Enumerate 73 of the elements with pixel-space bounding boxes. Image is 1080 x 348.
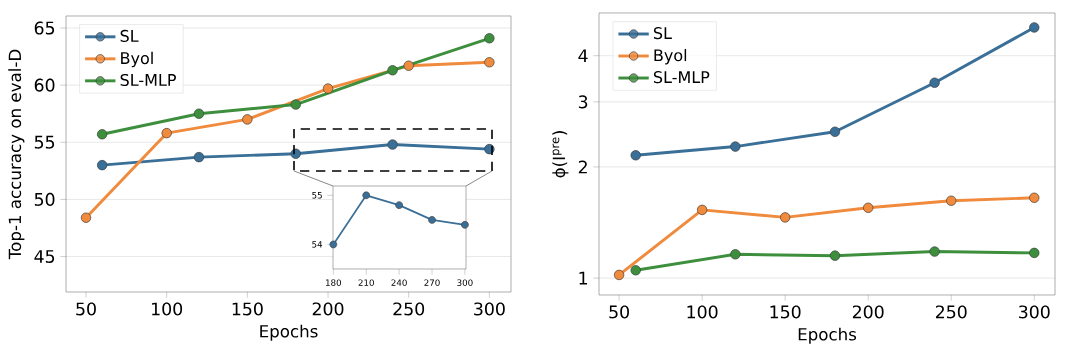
point bbox=[362, 191, 371, 200]
point bbox=[329, 240, 338, 249]
point bbox=[161, 127, 172, 139]
point bbox=[484, 57, 495, 68]
point bbox=[829, 250, 841, 261]
x-tick-label: 50 bbox=[609, 305, 629, 319]
x-tick-label: 300 bbox=[1019, 305, 1050, 319]
x-axis-title: Epochs bbox=[260, 324, 318, 341]
point bbox=[484, 33, 495, 44]
y-tick-label: 4 bbox=[578, 49, 588, 62]
x-tick-label: 250 bbox=[935, 305, 967, 319]
x-tick-label: 300 bbox=[474, 302, 505, 316]
y-tick-label: 45 bbox=[34, 250, 55, 263]
x-tick-label: 180 bbox=[326, 279, 342, 286]
x-tick-label: 240 bbox=[391, 279, 407, 286]
x-tick-label: 250 bbox=[393, 302, 425, 316]
legend-label: Byol bbox=[121, 51, 153, 68]
y-tick-label: 65 bbox=[34, 21, 55, 35]
point bbox=[97, 129, 108, 140]
x-tick-label: 300 bbox=[457, 279, 473, 286]
point bbox=[696, 204, 708, 215]
x-tick-label: 200 bbox=[852, 305, 884, 319]
y-axis-title: ϕ(I$^{pre}$) bbox=[552, 130, 569, 178]
x-tick-label: 100 bbox=[687, 305, 718, 319]
point bbox=[613, 269, 625, 280]
legend-label: SL-MLP bbox=[653, 70, 710, 84]
x-tick-label: 210 bbox=[358, 279, 374, 286]
legend-label: Byol bbox=[654, 48, 687, 65]
x-tick-label: 200 bbox=[312, 302, 344, 316]
legend-label: SL bbox=[653, 26, 672, 40]
point bbox=[929, 77, 940, 88]
legend-label: SL bbox=[120, 29, 139, 42]
point bbox=[403, 60, 414, 71]
point bbox=[395, 201, 403, 209]
y-tick-label: 54 bbox=[312, 241, 323, 248]
y-tick-label: 55 bbox=[34, 135, 55, 149]
legend-label: SL-MLP bbox=[120, 73, 176, 86]
x-tick-label: 150 bbox=[232, 302, 263, 316]
point bbox=[322, 83, 334, 94]
point bbox=[242, 114, 253, 125]
point bbox=[1029, 192, 1040, 203]
point bbox=[80, 212, 92, 223]
point bbox=[630, 150, 641, 161]
x-tick-label: 270 bbox=[424, 279, 440, 286]
point bbox=[97, 159, 108, 171]
point bbox=[730, 141, 741, 152]
y-tick-label: 60 bbox=[34, 78, 55, 92]
y-tick-label: 55 bbox=[312, 192, 322, 199]
point bbox=[946, 195, 957, 206]
point bbox=[829, 126, 841, 137]
point bbox=[193, 151, 205, 163]
point bbox=[387, 65, 398, 76]
point bbox=[1029, 247, 1040, 258]
point bbox=[387, 139, 398, 150]
point bbox=[730, 249, 741, 260]
point bbox=[428, 215, 436, 224]
x-tick-label: 100 bbox=[152, 302, 183, 316]
x-tick-label: 50 bbox=[76, 302, 96, 316]
y-tick-label: 1 bbox=[579, 271, 588, 285]
y-tick-label: 3 bbox=[578, 95, 588, 109]
point bbox=[1029, 22, 1040, 33]
x-axis-title: Epochs bbox=[798, 327, 857, 344]
point bbox=[780, 212, 791, 223]
y-tick-label: 2 bbox=[578, 160, 587, 174]
x-tick-label: 150 bbox=[770, 305, 801, 319]
point bbox=[290, 99, 301, 110]
point bbox=[929, 246, 940, 257]
point bbox=[630, 265, 641, 276]
y-axis-title: Top-1 accuracy on eval-D bbox=[8, 49, 25, 260]
point bbox=[193, 108, 205, 119]
y-tick-label: 50 bbox=[34, 192, 55, 206]
point bbox=[461, 220, 469, 229]
point bbox=[863, 202, 874, 213]
